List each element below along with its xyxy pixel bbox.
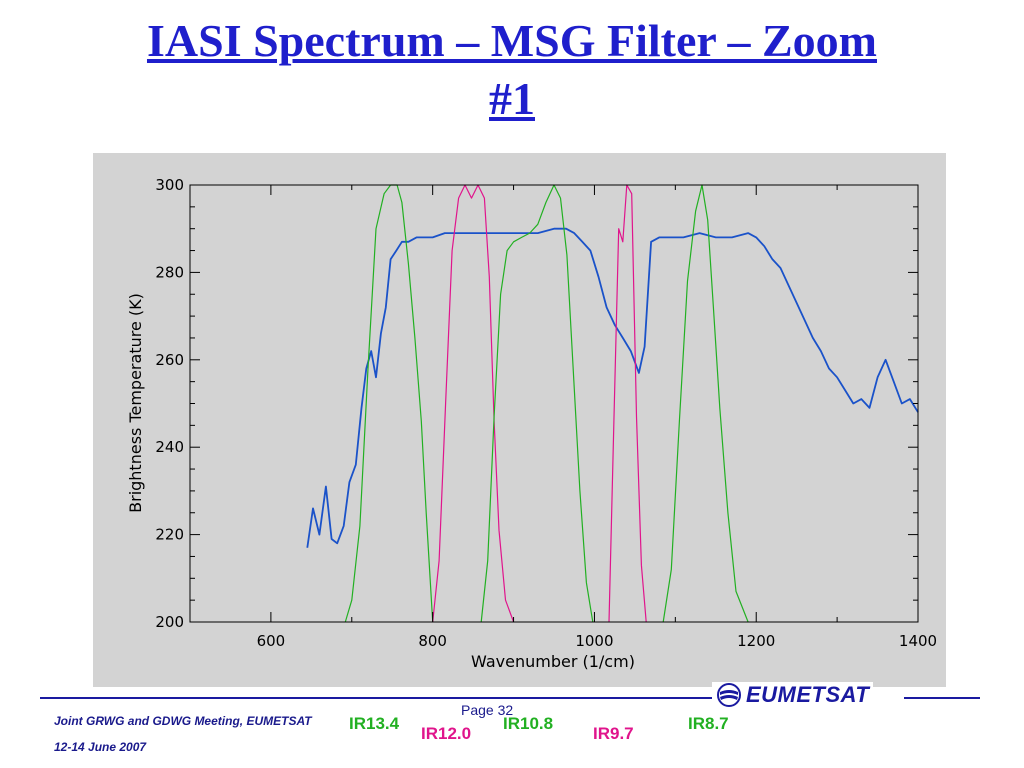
chart-panel: 600 800 1000 1200 1400 200 220 240 260 280 300 Wav…: [93, 153, 946, 687]
band-label-ir8-7: IR8.7: [688, 714, 729, 733]
series-line-5: [662, 184, 749, 623]
y-axis-title: Brightness Temperature (K): [126, 293, 145, 513]
x-tick-label: 600: [257, 632, 286, 650]
footer-meeting: Joint GRWG and GDWG Meeting, EUMETSAT: [54, 714, 312, 728]
x-tick-label: 1000: [575, 632, 613, 650]
plot-frame: [189, 184, 919, 623]
slide-title-line1: IASI Spectrum – MSG Filter – Zoom: [146, 15, 877, 66]
series-line-4: [608, 184, 647, 623]
y-tick-label: 260: [155, 351, 184, 369]
axes-layer: [189, 184, 919, 623]
footer-rule-right: [904, 697, 980, 699]
series-line-2: [432, 184, 515, 623]
slide-title-line2: #1: [489, 73, 535, 124]
band-label-ir13-4: IR13.4: [349, 714, 400, 733]
footer-rule-left: [40, 697, 712, 699]
x-tick-label: 1400: [899, 632, 937, 650]
tick-layer: 600 800 1000 1200 1400 200 220 240 260 280 300: [155, 176, 937, 650]
y-tick-label: 280: [155, 263, 184, 281]
series-layer: [306, 184, 919, 623]
eumetsat-logo: EUMETSAT: [712, 682, 874, 708]
band-label-ir10-8: IR10.8: [503, 714, 554, 733]
y-tick-label: 220: [155, 526, 184, 544]
series-line-0: [306, 227, 919, 548]
band-label-ir9-7: IR9.7: [593, 724, 634, 743]
page-number: Page 32: [461, 702, 514, 718]
y-tick-label: 200: [155, 613, 184, 631]
y-tick-label: 300: [155, 176, 184, 194]
chart-svg: 600 800 1000 1200 1400 200 220 240 260 280 300 Wav…: [126, 176, 937, 671]
series-line-1: [344, 184, 434, 623]
logo-text: EUMETSAT: [746, 682, 870, 707]
band-label-ir12-0: IR12.0: [421, 724, 472, 743]
x-tick-label: 1200: [737, 632, 775, 650]
x-tick-label: 800: [418, 632, 447, 650]
series-line-3: [480, 184, 594, 623]
x-axis-title: Wavenumber (1/cm): [471, 652, 635, 671]
footer-dates: 12-14 June 2007: [54, 740, 147, 754]
y-tick-label: 240: [155, 438, 184, 456]
eumetsat-globe-icon: [717, 683, 741, 707]
